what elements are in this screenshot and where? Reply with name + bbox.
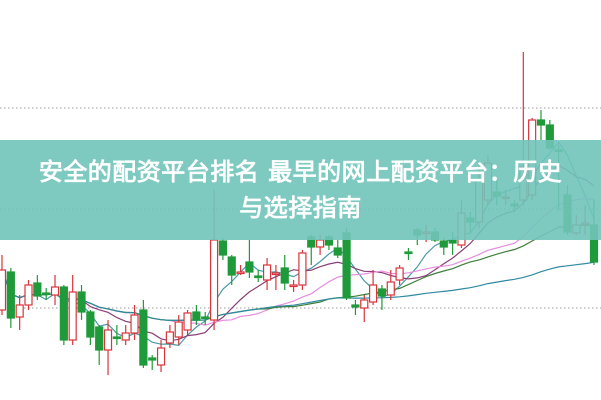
candle (360, 295, 369, 322)
candle-body (448, 239, 457, 244)
candle (201, 312, 210, 325)
candle (369, 270, 378, 305)
candle (24, 280, 33, 310)
candle-body (112, 336, 121, 340)
candle (121, 325, 130, 345)
candle-body (86, 311, 95, 338)
candle-body (369, 284, 378, 303)
candle-body (315, 239, 325, 248)
candle-body (236, 271, 245, 275)
candle (298, 250, 307, 290)
title-line-2: 与选择指南 (239, 194, 362, 222)
candle-body (77, 291, 86, 313)
candle-body (377, 288, 387, 297)
candle-body (298, 252, 307, 286)
candle-body (6, 271, 15, 319)
candle-body (33, 282, 42, 297)
candle (156, 340, 166, 372)
candle (271, 265, 281, 290)
candle (236, 265, 245, 275)
candle (254, 270, 263, 282)
candle (280, 255, 289, 290)
candle-body (174, 321, 183, 338)
candle-body (201, 316, 210, 320)
candle (404, 248, 413, 260)
candle-body (289, 284, 298, 288)
candle-body (50, 286, 60, 296)
candle (192, 305, 201, 325)
candle-body (0, 269, 7, 311)
candle (218, 238, 227, 260)
candle-body (24, 284, 33, 306)
candle-body (254, 275, 263, 279)
candle-body (183, 312, 192, 331)
candle (33, 275, 42, 300)
candle (165, 325, 174, 348)
candle (77, 285, 86, 320)
candle-body (404, 251, 413, 255)
title-line-1: 安全的配资平台排名 最早的网上配资平台：历史 (38, 158, 563, 186)
candle-body (536, 119, 546, 126)
candle-body (227, 256, 236, 276)
candle (0, 255, 7, 315)
candle-body (333, 247, 342, 256)
candle (227, 255, 236, 285)
candle-body (121, 332, 130, 341)
candle (536, 110, 546, 140)
candle (395, 265, 404, 285)
candle-body (59, 286, 68, 341)
candle-body (395, 267, 404, 281)
candle (262, 258, 272, 290)
ma60-line (1, 261, 595, 321)
candle (95, 325, 104, 365)
candle (174, 315, 183, 345)
candle (377, 285, 387, 310)
candle-body (439, 240, 448, 248)
candle (386, 270, 395, 300)
candle-body (156, 347, 166, 366)
candle (6, 268, 15, 328)
candle-body (360, 299, 369, 309)
candle-body (245, 261, 254, 273)
candle-body (351, 304, 360, 308)
candle (245, 240, 254, 278)
candle-body (342, 232, 351, 299)
candle-body (139, 309, 148, 366)
candle (351, 300, 360, 315)
candle (333, 240, 342, 258)
candle-body (130, 314, 139, 334)
candle (183, 310, 192, 335)
candle (148, 355, 157, 370)
candle-body (218, 240, 227, 256)
candle (130, 305, 139, 340)
candle (103, 320, 113, 375)
title-banner: 安全的配资平台排名 最早的网上配资平台：历史 与选择指南 (0, 140, 601, 240)
candle-body (15, 304, 24, 318)
candle-body (95, 326, 104, 351)
candle-body (280, 267, 289, 284)
candle-body (68, 291, 77, 341)
candle (59, 285, 68, 345)
candle-body (165, 331, 174, 344)
candle (439, 238, 448, 255)
candle-body (209, 239, 219, 321)
candle-body (103, 329, 113, 351)
candle (42, 288, 51, 300)
candle-body (192, 311, 201, 321)
candle-body (271, 272, 281, 276)
candle-body (262, 264, 272, 281)
candle-body (148, 357, 157, 361)
candle-body (42, 292, 51, 296)
candle (50, 275, 60, 305)
candle (112, 325, 121, 345)
candle (15, 295, 24, 330)
candle (289, 280, 298, 292)
candle (68, 275, 77, 345)
candle (139, 300, 148, 368)
candle (86, 310, 95, 345)
candle-body (386, 281, 395, 296)
